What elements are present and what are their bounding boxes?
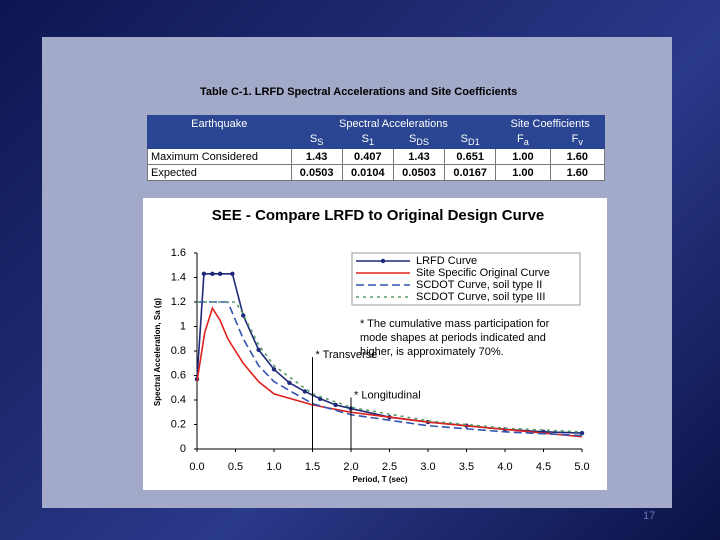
subheader: SDS bbox=[392, 130, 446, 150]
point bbox=[333, 402, 338, 408]
header bbox=[147, 130, 292, 150]
sub-main: S bbox=[460, 133, 468, 145]
point bbox=[302, 389, 307, 394]
chart-title: SEE - Compare LRFD to Original Design Cu… bbox=[212, 207, 545, 224]
row: Maximum Considered 1.43 0.407 1.43 0.651 1.00… bbox=[147, 148, 606, 166]
y-label: Spectral Acceleration, Sa (g) bbox=[153, 298, 162, 407]
legend-label: SCDOT Curve, soil type II bbox=[416, 279, 542, 291]
x-tick-label: 5.0 bbox=[574, 461, 589, 473]
sub-main: S bbox=[361, 133, 369, 145]
point bbox=[287, 380, 292, 386]
y-tick-label: 0 bbox=[180, 443, 186, 455]
cell: 0.0167 bbox=[444, 164, 497, 182]
cell: Expected bbox=[147, 164, 292, 182]
x-tick-label: 3.0 bbox=[420, 461, 435, 473]
x-tick-label: 0.0 bbox=[189, 461, 204, 473]
point bbox=[579, 430, 585, 436]
point bbox=[201, 271, 207, 277]
y-tick-label: 0.6 bbox=[171, 369, 186, 381]
cell: Maximum Considered bbox=[147, 148, 292, 166]
y-tick-label: 1.6 bbox=[171, 247, 186, 259]
sub-main: S bbox=[408, 133, 417, 145]
y-tick-label: 0.8 bbox=[171, 345, 186, 357]
sub-index: D1 bbox=[468, 137, 480, 148]
sub-main: S bbox=[309, 133, 318, 145]
chart-bg bbox=[143, 198, 607, 490]
legend-label: SCDOT Curve, soil type III bbox=[416, 291, 545, 303]
x-tick-label: 2.5 bbox=[382, 461, 397, 473]
header: Site Coefficients bbox=[495, 115, 605, 132]
legend-marker bbox=[380, 258, 386, 264]
sub-index: 1 bbox=[368, 137, 375, 148]
cell: 1.43 bbox=[392, 148, 446, 166]
legend-label: LRFD Curve bbox=[416, 255, 477, 267]
note: higher, is approximately 70%. bbox=[360, 346, 504, 358]
x-tick-label: 0.5 bbox=[228, 461, 243, 473]
x-tick-label: 4.5 bbox=[536, 461, 551, 473]
point bbox=[256, 347, 261, 352]
y-tick-label: 1.4 bbox=[171, 271, 186, 283]
x-tick-label: 2.0 bbox=[343, 461, 358, 473]
cell: 1.60 bbox=[549, 148, 606, 166]
x-tick-label: 3.5 bbox=[459, 461, 474, 473]
cell: 1.43 bbox=[290, 148, 343, 166]
cell: 1.60 bbox=[549, 164, 606, 182]
sub-index: DS bbox=[416, 137, 430, 148]
table-title: Table C-1. LRFD Spectral Accelerations a… bbox=[200, 86, 518, 98]
legend-box bbox=[351, 252, 581, 306]
subheader: Fa bbox=[495, 130, 551, 150]
point bbox=[217, 271, 223, 277]
cell: 0.407 bbox=[341, 148, 394, 166]
y-tick-label: 1 bbox=[180, 320, 186, 332]
x-tick-label: 1.0 bbox=[266, 461, 281, 473]
subheader: Fv bbox=[549, 130, 606, 150]
period-label: * Longitudinal bbox=[354, 389, 421, 401]
slide-number: 17 bbox=[643, 510, 656, 522]
sub-index: S bbox=[317, 137, 324, 148]
point bbox=[271, 367, 277, 372]
period-label: * Transverse bbox=[316, 349, 378, 361]
x-tick-label: 4.0 bbox=[497, 461, 512, 473]
note: mode shapes at periods indicated and bbox=[360, 332, 546, 344]
sub-index: a bbox=[523, 137, 529, 148]
sub-main: F bbox=[571, 133, 579, 145]
point bbox=[230, 271, 235, 277]
row: Expected 0.0503 0.0104 0.0503 0.0167 1.00 1.60 bbox=[147, 164, 606, 182]
series-line bbox=[197, 301, 583, 437]
y-tick-label: 0.2 bbox=[171, 418, 186, 430]
header: Earthquake bbox=[147, 115, 292, 132]
y-tick-label: 1.2 bbox=[171, 296, 186, 308]
legend-label: Site Specific Original Curve bbox=[416, 267, 550, 279]
x-tick-label: 1.5 bbox=[305, 461, 320, 473]
series-line bbox=[196, 306, 583, 438]
subheader: S1 bbox=[341, 130, 394, 150]
subheader: SD1 bbox=[444, 130, 497, 150]
point bbox=[241, 313, 246, 318]
y-tick-label: 0.4 bbox=[171, 394, 186, 406]
x-label: Period, T (sec) bbox=[352, 475, 407, 484]
note: * The cumulative mass participation for bbox=[360, 318, 550, 330]
cell: 0.0503 bbox=[290, 164, 343, 182]
cell: 0.0503 bbox=[392, 164, 446, 182]
point bbox=[210, 271, 215, 277]
sub-main: F bbox=[517, 133, 524, 145]
table: Earthquake Spectral Accelerations Site Coe… bbox=[147, 115, 606, 182]
cell: 1.00 bbox=[495, 148, 551, 166]
sub-index: v bbox=[578, 137, 583, 148]
